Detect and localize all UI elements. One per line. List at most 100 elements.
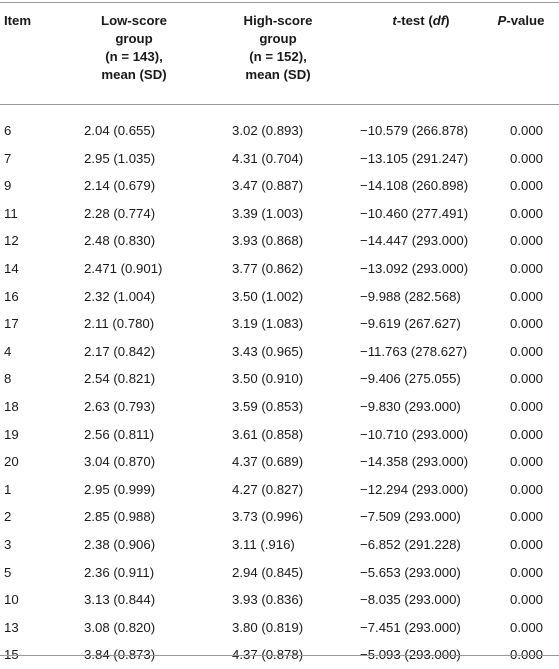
cell-item: 19 — [4, 426, 19, 442]
cell-low-score: 2.17 (0.842) — [84, 343, 156, 359]
header-low-line: (n = 143), — [105, 49, 163, 64]
cell-p-value: 0.000 — [510, 398, 544, 414]
cell-p-value: 0.000 — [510, 619, 544, 635]
table-row: 7 2.95 (1.035) 4.31 (0.704) −13.105 (291.24… — [0, 145, 559, 173]
header-high-line: mean (SD) — [245, 67, 311, 82]
table-row: 20 3.04 (0.870) 4.37 (0.689) −14.358 (293.0… — [0, 448, 559, 476]
cell-low-score: 2.11 (0.780) — [84, 316, 155, 332]
header-low-score: Low-score group (n = 143), mean (SD) — [74, 12, 194, 84]
cell-item: 20 — [4, 454, 19, 470]
table-row: 3 2.38 (0.906) 3.11 (.916) −6.852 (291.228)… — [0, 531, 559, 559]
cell-low-score: 2.95 (0.999) — [84, 481, 156, 497]
cell-low-score: 2.14 (0.679) — [84, 178, 156, 194]
table-row: 11 2.28 (0.774) 3.39 (1.003) −10.460 (277.4… — [0, 200, 559, 228]
cell-t-test: −14.108 (260.898) — [360, 178, 469, 194]
cell-item: 13 — [4, 619, 19, 635]
cell-high-score: 3.93 (0.836) — [232, 592, 304, 608]
cell-low-score: 2.28 (0.774) — [84, 205, 156, 221]
cell-high-score: 4.27 (0.827) — [232, 481, 304, 497]
cell-item: 8 — [4, 371, 12, 387]
cell-high-score: 3.59 (0.853) — [232, 398, 304, 414]
cell-t-test: −7.509 (293.000) — [360, 509, 461, 525]
cell-low-score: 2.95 (1.035) — [84, 150, 156, 166]
cell-p-value: 0.000 — [510, 564, 544, 580]
cell-item: 5 — [4, 564, 12, 580]
cell-item: 7 — [4, 150, 12, 166]
table-row: 17 2.11 (0.780) 3.19 (1.083) −9.619 (267.62… — [0, 310, 559, 338]
cell-p-value: 0.000 — [510, 343, 544, 359]
cell-high-score: 4.37 (0.689) — [232, 454, 304, 470]
cell-p-value: 0.000 — [510, 592, 544, 608]
table-body: 6 2.04 (0.655) 3.02 (0.893) −10.579 (266.87… — [0, 117, 559, 669]
cell-high-score: 3.19 (1.083) — [232, 316, 304, 332]
cell-high-score: 3.11 (.916) — [232, 536, 295, 552]
cell-t-test: −10.579 (266.878) — [360, 123, 469, 138]
cell-item: 3 — [4, 536, 12, 552]
cell-low-score: 2.471 (0.901) — [84, 260, 163, 276]
table-row: 13 3.08 (0.820) 3.80 (0.819) −7.451 (293.00… — [0, 614, 559, 642]
cell-p-value: 0.000 — [510, 316, 544, 332]
cell-p-value: 0.000 — [510, 260, 544, 276]
cell-p-value: 0.000 — [510, 426, 544, 442]
cell-t-test: −14.447 (293.000) — [360, 233, 469, 249]
cell-low-score: 2.32 (1.004) — [84, 288, 156, 304]
cell-low-score: 2.63 (0.793) — [84, 398, 156, 414]
cell-high-score: 3.43 (0.965) — [232, 343, 304, 359]
cell-item: 11 — [4, 205, 18, 221]
cell-low-score: 2.36 (0.911) — [84, 564, 155, 580]
cell-low-score: 2.48 (0.830) — [84, 233, 156, 249]
cell-high-score: 2.94 (0.845) — [232, 564, 304, 580]
table-row: 4 2.17 (0.842) 3.43 (0.965) −11.763 (278.62… — [0, 338, 559, 366]
header-p-value: P-value — [497, 13, 545, 28]
table-row: 9 2.14 (0.679) 3.47 (0.887) −14.108 (260.89… — [0, 172, 559, 200]
cell-high-score: 3.73 (0.996) — [232, 509, 304, 525]
cell-high-score: 3.47 (0.887) — [232, 178, 304, 194]
cell-p-value: 0.000 — [510, 233, 544, 249]
cell-item: 1 — [4, 481, 12, 497]
cell-t-test: −14.358 (293.000) — [360, 454, 469, 470]
cell-low-score: 2.04 (0.655) — [84, 123, 156, 138]
header-low-line: Low-score — [101, 13, 167, 28]
cell-item: 16 — [4, 288, 19, 304]
cell-t-test: −13.092 (293.000) — [360, 260, 469, 276]
cell-p-value: 0.000 — [510, 509, 544, 525]
table-row: 14 2.471 (0.901) 3.77 (0.862) −13.092 (293.… — [0, 255, 559, 283]
cell-t-test: −12.294 (293.000) — [360, 481, 469, 497]
header-high-score: High-score group (n = 152), mean (SD) — [218, 12, 338, 84]
cell-high-score: 3.77 (0.862) — [232, 260, 304, 276]
header-low-line: mean (SD) — [101, 67, 167, 82]
cell-low-score: 2.54 (0.821) — [84, 371, 156, 387]
cell-low-score: 2.85 (0.988) — [84, 509, 156, 525]
cell-t-test: −9.988 (282.568) — [360, 288, 461, 304]
cell-high-score: 3.39 (1.003) — [232, 205, 304, 221]
cell-high-score: 3.02 (0.893) — [232, 123, 304, 138]
cell-item: 12 — [4, 233, 19, 249]
cell-t-test: −13.105 (291.247) — [360, 150, 469, 166]
header-high-line: group — [259, 31, 297, 46]
cell-high-score: 3.50 (1.002) — [232, 288, 304, 304]
header-item: Item — [4, 13, 32, 28]
cell-t-test: −11.763 (278.627) — [360, 343, 468, 359]
table-row: 1 2.95 (0.999) 4.27 (0.827) −12.294 (293.00… — [0, 476, 559, 504]
table-row: 12 2.48 (0.830) 3.93 (0.868) −14.447 (293.0… — [0, 227, 559, 255]
cell-high-score: 4.31 (0.704) — [232, 150, 304, 166]
cell-item: 18 — [4, 398, 19, 414]
top-rule — [0, 2, 559, 3]
cell-item: 9 — [4, 178, 12, 194]
cell-high-score: 3.93 (0.868) — [232, 233, 304, 249]
cell-t-test: −5.653 (293.000) — [360, 564, 461, 580]
header-t-test: t-test (df) — [392, 13, 450, 28]
cell-p-value: 0.000 — [510, 288, 544, 304]
cell-item: 10 — [4, 592, 19, 608]
cell-p-value: 0.000 — [510, 481, 544, 497]
cell-t-test: −8.035 (293.000) — [360, 592, 461, 608]
header-low-line: group — [115, 31, 153, 46]
table-row: 18 2.63 (0.793) 3.59 (0.853) −9.830 (293.00… — [0, 393, 559, 421]
cell-low-score: 3.08 (0.820) — [84, 619, 156, 635]
cell-item: 6 — [4, 123, 12, 138]
cell-t-test: −10.710 (293.000) — [360, 426, 469, 442]
cell-p-value: 0.000 — [510, 454, 544, 470]
cell-t-test: −9.619 (267.627) — [360, 316, 461, 332]
cell-low-score: 2.38 (0.906) — [84, 536, 156, 552]
